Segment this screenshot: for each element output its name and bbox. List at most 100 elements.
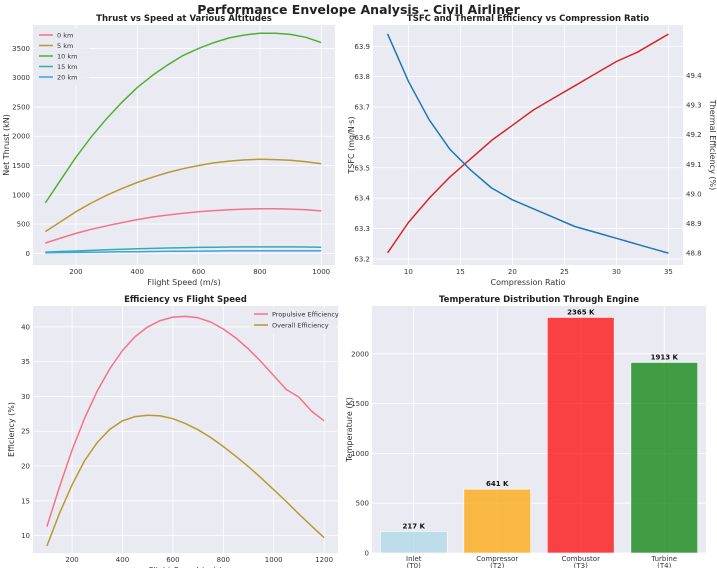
x-tick-label-4: (T0) xyxy=(407,562,421,568)
x-tick-label-3: 600 xyxy=(166,556,179,564)
bar-inlet xyxy=(380,531,448,554)
y-axis-label-1: Net Thrust (kN) xyxy=(2,114,11,176)
y2-tick-label-2: 49.1 xyxy=(686,161,702,169)
chart-title-4: Temperature Distribution Through Engine xyxy=(439,295,639,305)
y2-tick-label-2: 49.4 xyxy=(686,72,702,80)
x-tick-label-3: 400 xyxy=(116,556,129,564)
y-tick-label-1: 2500 xyxy=(12,103,30,111)
x-tick-label-3: 1200 xyxy=(315,556,333,564)
x-tick-label-1: 200 xyxy=(69,268,82,276)
y-tick-label-3: 30 xyxy=(21,393,30,401)
series-line-10-km xyxy=(44,32,322,204)
x-tick-label-1: 400 xyxy=(131,268,144,276)
series-line-thermal-efficiency xyxy=(386,33,669,254)
y2-tick-label-2: 49.0 xyxy=(686,190,702,198)
y-tick-label-4: 500 xyxy=(356,500,369,508)
chart-title-3: Efficiency vs Flight Speed xyxy=(124,295,247,305)
y-axis-label-2: TSFC (mg/N·s) xyxy=(347,116,356,174)
legend-thrust-label: 0 km xyxy=(57,31,73,39)
chart-title-2: TSFC and Thermal Efficiency vs Compressi… xyxy=(407,14,649,24)
legend-thrust-label: 15 km xyxy=(57,63,77,71)
x-tick-label-4: Compressor xyxy=(476,555,518,563)
y-tick-label-3: 25 xyxy=(21,428,30,436)
series-line-TSFC xyxy=(386,33,669,254)
y-tick-label-3: 35 xyxy=(21,358,30,366)
x-tick-label-4: (T3) xyxy=(574,562,588,568)
y-tick-label-1: 500 xyxy=(17,221,30,229)
series-line-20-km xyxy=(45,249,322,254)
series-line-15-km xyxy=(45,246,322,253)
series-line-Propulsive-Efficiency xyxy=(46,315,325,527)
y-tick-label-1: 2000 xyxy=(12,133,30,141)
legend-efficiency-label: Propulsive Efficiency xyxy=(272,310,339,318)
legend-thrust-label: 20 km xyxy=(57,73,77,81)
y-tick-label-4: 1500 xyxy=(351,400,369,408)
plot-area-3 xyxy=(33,306,338,553)
y-tick-label-4: 1000 xyxy=(351,450,369,458)
x-tick-label-3: 200 xyxy=(65,556,78,564)
chart-title-1: Thrust vs Speed at Various Altitudes xyxy=(96,14,272,24)
legend-efficiency-box xyxy=(250,308,336,334)
bar-compressor xyxy=(463,488,531,554)
y2-tick-label-2: 49.3 xyxy=(686,102,702,110)
figure-title: Performance Envelope Analysis - Civil Ai… xyxy=(197,2,520,17)
legend-efficiency-label: Overall Efficiency xyxy=(272,321,329,329)
y-tick-label-1: 3000 xyxy=(12,74,30,82)
y-tick-label-3: 40 xyxy=(21,323,30,331)
y2-tick-label-2: 48.9 xyxy=(686,220,702,228)
x-tick-label-4: Combustor xyxy=(562,555,601,563)
x-tick-label-2: 20 xyxy=(508,268,517,276)
bar-combustor xyxy=(547,317,615,554)
y-tick-label-2: 63.8 xyxy=(354,73,370,81)
y2-axis-label-2: Thermal Efficiency (%) xyxy=(708,99,717,190)
series-line-5-km xyxy=(44,158,322,233)
x-tick-label-1: 800 xyxy=(253,268,266,276)
x-axis-label-1: Flight Speed (m/s) xyxy=(147,278,220,287)
bar-turbine xyxy=(630,362,698,554)
series-line-Overall-Efficiency xyxy=(46,414,325,547)
bar-value-label: 2365 K xyxy=(567,308,595,316)
y-tick-label-2: 63.3 xyxy=(354,225,370,233)
y-tick-label-2: 63.6 xyxy=(354,134,370,142)
y-tick-label-3: 10 xyxy=(21,532,30,540)
y-axis-label-4: Temperature (K) xyxy=(345,397,354,463)
y-tick-label-2: 63.5 xyxy=(354,164,370,172)
x-tick-label-1: 1000 xyxy=(312,268,330,276)
x-tick-label-2: 30 xyxy=(612,268,621,276)
y-tick-label-2: 63.7 xyxy=(354,104,370,112)
series-line-0-km xyxy=(45,208,322,244)
y2-tick-label-2: 49.2 xyxy=(686,131,702,139)
x-tick-label-2: 15 xyxy=(456,268,465,276)
legend-thrust-label: 5 km xyxy=(57,42,73,50)
legend-thrust-label: 10 km xyxy=(57,52,77,60)
y-tick-label-1: 1500 xyxy=(12,162,30,170)
y-tick-label-2: 63.9 xyxy=(354,43,370,51)
y-tick-label-4: 2000 xyxy=(351,350,369,358)
y-tick-label-4: 0 xyxy=(365,550,369,558)
bar-value-label: 1913 K xyxy=(651,353,679,361)
y2-tick-label-2: 48.8 xyxy=(686,250,702,258)
y-axis-label-3: Efficiency (%) xyxy=(7,402,16,457)
x-tick-label-3: 800 xyxy=(217,556,230,564)
x-tick-label-2: 35 xyxy=(664,268,673,276)
x-tick-label-4: Turbine xyxy=(650,555,677,563)
y-tick-label-3: 15 xyxy=(21,497,30,505)
y-tick-label-2: 63.2 xyxy=(354,255,370,263)
y-tick-label-3: 20 xyxy=(21,463,30,471)
x-tick-label-4: Inlet xyxy=(406,555,422,563)
bar-value-label: 217 K xyxy=(403,522,426,530)
x-tick-label-1: 600 xyxy=(192,268,205,276)
x-tick-label-2: 25 xyxy=(560,268,569,276)
x-tick-label-4: (T4) xyxy=(657,562,671,568)
bar-value-label: 641 K xyxy=(486,480,509,488)
y-tick-label-1: 0 xyxy=(26,250,30,258)
x-tick-label-4: (T2) xyxy=(490,562,504,568)
x-tick-label-3: 1000 xyxy=(265,556,283,564)
x-tick-label-2: 10 xyxy=(404,268,413,276)
legend-thrust-box xyxy=(35,29,89,86)
x-axis-label-3: Flight Speed (m/s) xyxy=(149,566,222,568)
y-tick-label-1: 1000 xyxy=(12,191,30,199)
y-tick-label-1: 3500 xyxy=(12,45,30,53)
y-tick-label-2: 63.4 xyxy=(354,195,370,203)
